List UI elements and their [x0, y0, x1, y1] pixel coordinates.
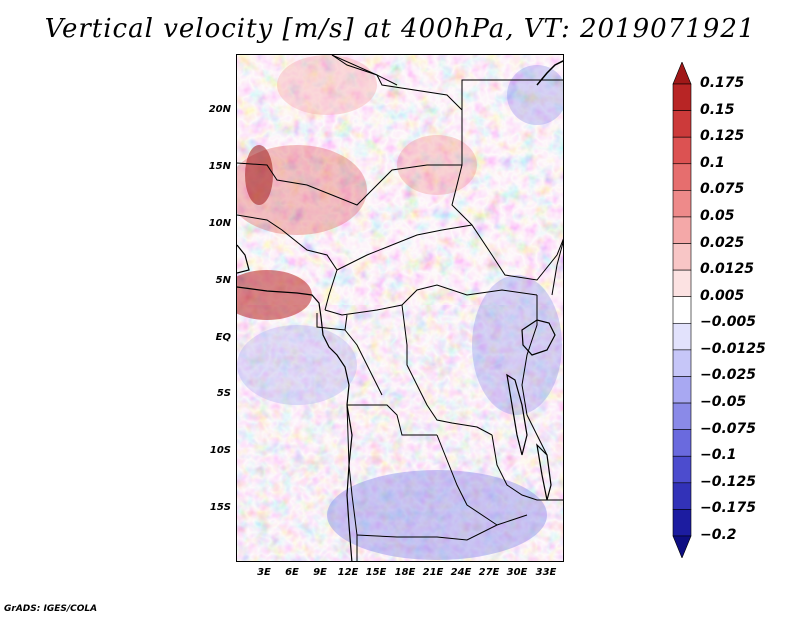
colorbar-segment [672, 163, 692, 191]
credit-text: GrADS: IGES/COLA [4, 604, 98, 614]
blue-region-east [472, 275, 562, 415]
lon-label-18e: 18E [394, 567, 416, 578]
colorbar-segment [672, 216, 692, 244]
lon-label-3e: 3E [257, 567, 271, 578]
colorbar-segment [672, 110, 692, 138]
lon-label-30e: 30E [506, 567, 528, 578]
colorbar-segment [672, 376, 692, 404]
colorbar [672, 62, 692, 558]
lake-victoria [521, 319, 556, 356]
lat-label-10s: 10S [209, 445, 231, 456]
colorbar-segment [672, 83, 692, 111]
colorbar-label: 0.1 [700, 154, 725, 171]
colorbar-label: −0.2 [700, 527, 737, 543]
lat-label-15s: 15S [209, 502, 231, 513]
red-region-gulf [237, 270, 312, 320]
lat-label-5s: 5S [216, 388, 231, 399]
colorbar-label: −0.1 [700, 447, 737, 464]
colorbar-segment [672, 349, 692, 377]
lon-label-6e: 6E [285, 567, 299, 578]
colorbar-segment [672, 402, 692, 430]
country-borders [237, 55, 563, 561]
colorbar-segment [672, 429, 692, 457]
field-noise-south [237, 305, 563, 561]
lake-tanganyika [506, 373, 528, 456]
lon-label-33e: 33E [535, 567, 557, 578]
blue-region-south [327, 470, 547, 560]
blue-region-ocean [237, 325, 357, 405]
colorbar-label: 0.005 [700, 287, 745, 304]
colorbar-label: −0.025 [700, 367, 757, 384]
colorbar-label: 0.125 [700, 128, 745, 145]
colorbar-label: −0.075 [700, 420, 757, 437]
map-panel [236, 54, 564, 562]
colorbar-segment [672, 509, 692, 537]
red-region-sahara [277, 55, 377, 115]
colorbar-label: 0.025 [700, 234, 745, 251]
colorbar-label: −0.125 [700, 473, 757, 490]
colorbar-label: −0.175 [700, 500, 757, 517]
lon-label-9e: 9E [313, 567, 327, 578]
vertical-velocity-field [237, 55, 563, 561]
coastline [237, 244, 353, 561]
colorbar-segment [672, 482, 692, 510]
colorbar-segment [672, 455, 692, 484]
lat-label-15n: 15N [208, 161, 231, 172]
chart-title: Vertical velocity [m/s] at 400hPa, VT: 2… [44, 14, 756, 44]
colorbar-top-triangle [672, 62, 692, 85]
colorbar-segment [672, 296, 692, 324]
lat-label-20n: 20N [208, 104, 231, 115]
lat-label-10n: 10N [208, 218, 231, 229]
colorbar-segment [672, 136, 692, 165]
colorbar-label: 0.175 [700, 75, 745, 91]
lon-label-24e: 24E [450, 567, 472, 578]
lon-label-12e: 12E [337, 567, 359, 578]
colorbar-label: −0.05 [700, 394, 747, 411]
colorbar-segment [672, 322, 692, 351]
colorbar-label: 0.075 [700, 181, 745, 198]
lon-label-27e: 27E [478, 567, 500, 578]
lake-malawi [536, 443, 552, 501]
colorbar-segment [672, 269, 692, 298]
red-region-west [245, 145, 273, 205]
lat-label-5n: 5N [215, 275, 231, 286]
colorbar-segment [672, 243, 692, 271]
colorbar-label: −0.0125 [700, 340, 766, 357]
colorbar-bottom-triangle [672, 535, 692, 558]
colorbar-label: 0.05 [700, 207, 735, 224]
red-sea-coast [536, 60, 563, 86]
colorbar-label: 0.15 [700, 101, 735, 118]
lakes [506, 319, 556, 501]
lon-label-21e: 21E [422, 567, 444, 578]
lon-label-15e: 15E [365, 567, 387, 578]
colorbar-label: −0.005 [700, 314, 757, 331]
lat-label-eq: EQ [215, 332, 231, 343]
colorbar-segment [672, 190, 692, 218]
colorbar-label: 0.0125 [700, 261, 755, 278]
